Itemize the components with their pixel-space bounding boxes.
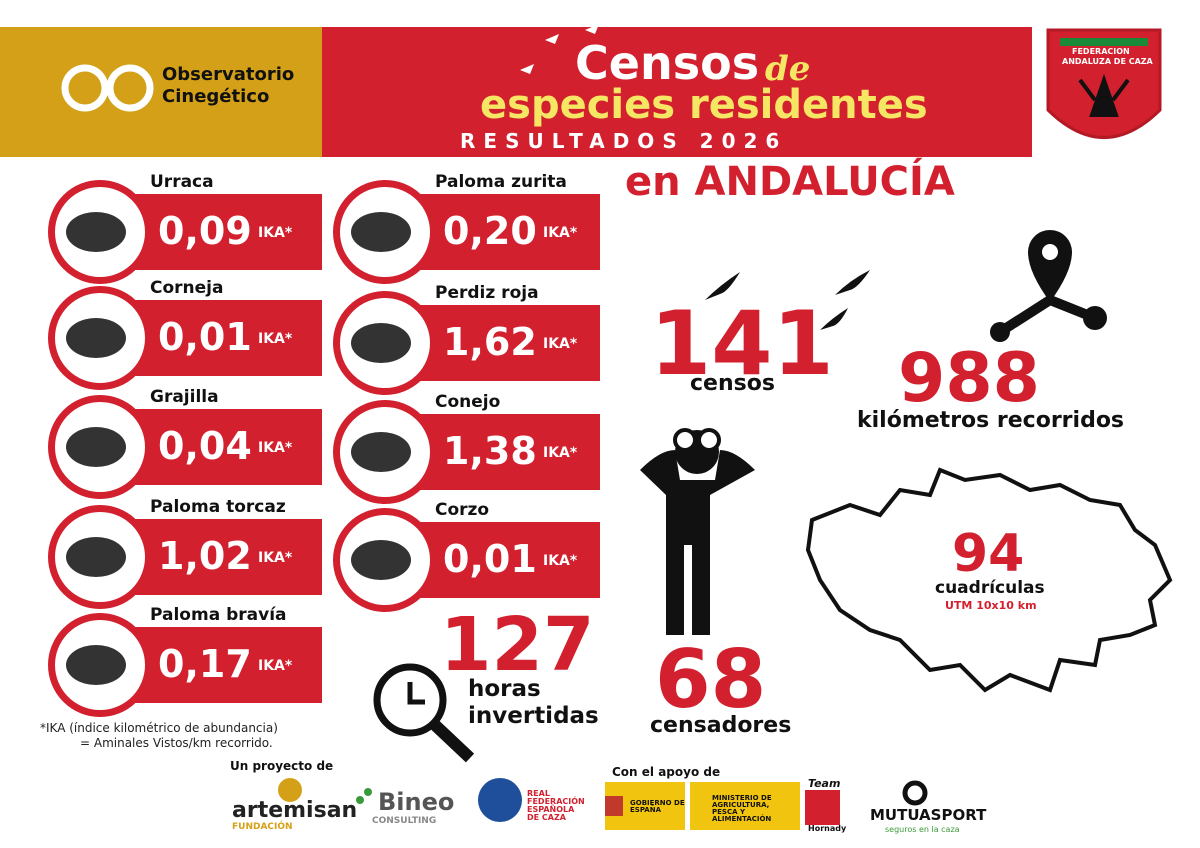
subtitle: RESULTADOS 2026 [460, 129, 788, 153]
species-name: Perdiz roja [435, 283, 539, 303]
footer-logo: Bineo [378, 788, 455, 816]
censador-figure [640, 428, 755, 635]
region: en ANDALUCÍA [625, 159, 955, 205]
title-de: de [765, 49, 811, 89]
magnifier-clock [373, 663, 475, 763]
species-silhouette [66, 537, 126, 577]
logo-text: Observatorio [162, 64, 295, 85]
federation: FEDERACION [1072, 47, 1130, 56]
footer-label: Con el apoyo de [612, 765, 721, 779]
observatorio-logo [61, 64, 154, 112]
logo-text: Cinegético [162, 86, 270, 107]
species-value: 1,02 [158, 534, 252, 578]
species-name: Corzo [435, 500, 490, 520]
species-value: 1,38 [443, 429, 537, 473]
footnote: = Aminales Vistos/km recorrido. [80, 736, 273, 750]
species-unit: IKA* [543, 553, 578, 569]
route-icon [990, 230, 1107, 342]
andalucia-map [805, 467, 1173, 693]
species-silhouette [66, 318, 126, 358]
footer-logos [278, 778, 928, 830]
footnote: *IKA (índice kilométrico de abundancia) [40, 721, 278, 735]
species-value: 0,09 [158, 209, 252, 253]
title: especies residentes [480, 82, 928, 128]
species-name: Paloma zurita [435, 172, 567, 192]
species-circle [333, 180, 437, 284]
red-band [322, 27, 1032, 157]
species-unit: IKA* [258, 550, 293, 566]
species-name: Conejo [435, 392, 501, 412]
flying-birds [705, 270, 870, 330]
species-silhouette [351, 432, 411, 472]
footer-logo: GOBIERNO DE ESPAÑA [630, 799, 685, 814]
stat-value: 68 [655, 633, 767, 726]
species-unit: IKA* [258, 658, 293, 674]
footer-logo: Hornady [808, 824, 847, 833]
species-unit: IKA* [258, 440, 293, 456]
species-value: 0,01 [443, 537, 537, 581]
footprints [520, 24, 599, 74]
species-value: 0,20 [443, 209, 537, 253]
federation: ANDALUZA DE CAZA [1062, 57, 1153, 66]
shield-emblem [1078, 73, 1130, 117]
footer-logo: seguros en la caza [885, 825, 960, 834]
species-unit: IKA* [258, 331, 293, 347]
footer-logo: CONSULTING [372, 816, 437, 826]
stat-value: 988 [898, 339, 1040, 418]
shield-stripe [1060, 38, 1148, 46]
species-silhouette [66, 645, 126, 685]
stat-value: 141 [650, 292, 834, 395]
stat-label: invertidas [468, 703, 599, 729]
species-silhouette [66, 427, 126, 467]
stat-value: 127 [440, 602, 595, 688]
species-unit: IKA* [543, 336, 578, 352]
footer-label: Un proyecto de [230, 759, 334, 773]
species-unit: IKA* [543, 225, 578, 241]
title: Censos [575, 36, 760, 90]
footer-logo: artemisan [232, 798, 358, 823]
footer-logo: MINISTERIO DE AGRICULTURA, PESCA Y ALIME… [712, 794, 772, 823]
species-silhouette [351, 212, 411, 252]
species-name: Corneja [150, 278, 224, 298]
species-silhouette [351, 540, 411, 580]
footer-logo: FUNDACIÓN [232, 822, 293, 832]
species-unit: IKA* [543, 445, 578, 461]
stat-note: UTM 10x10 km [945, 599, 1037, 612]
species-silhouette [351, 323, 411, 363]
species-name: Grajilla [150, 387, 219, 407]
stat-label: censos [690, 371, 775, 396]
species-name: Urraca [150, 172, 214, 192]
gold-band [0, 27, 322, 157]
species-silhouette [66, 212, 126, 252]
footer-logo: MUTUASPORT [870, 806, 987, 824]
stat-label: horas [468, 676, 541, 702]
species-unit: IKA* [258, 225, 293, 241]
species-value: 0,01 [158, 315, 252, 359]
stat-value: 94 [952, 524, 1025, 584]
species-value: 1,62 [443, 320, 537, 364]
stat-label: cuadrículas [935, 578, 1045, 598]
footer-logo: Team [808, 777, 841, 790]
species-name: Paloma torcaz [150, 497, 286, 517]
footer-logo: REAL FEDERACIÓN ESPAÑOLA DE CAZA [527, 789, 585, 822]
species-value: 0,17 [158, 642, 252, 686]
stat-label: kilómetros recorridos [857, 408, 1125, 433]
species-value: 0,04 [158, 424, 252, 468]
species-name: Paloma bravía [150, 605, 287, 625]
stat-label: censadores [650, 713, 792, 738]
